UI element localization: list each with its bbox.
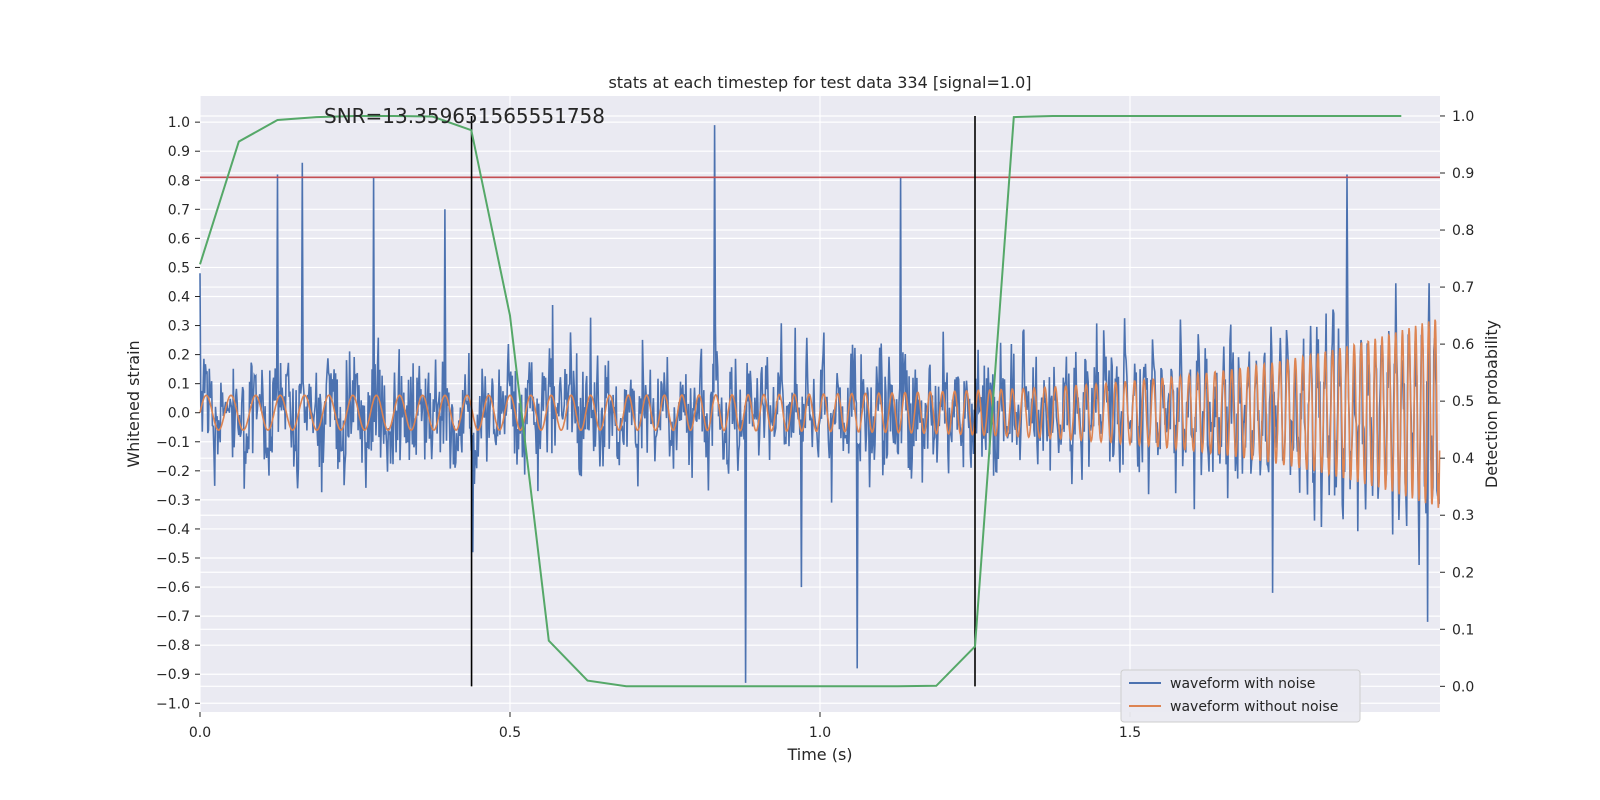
y-tick-label: −1.0 [156, 696, 190, 712]
y-tick-label: −0.2 [156, 464, 190, 480]
y2-tick-label: 0.4 [1452, 451, 1474, 467]
right-axis: 0.0 0.1 0.2 0.3 0.4 0.5 0.6 0.7 0.8 0.9 1.0 [1440, 109, 1474, 695]
bottom-axis: 0.0 0.5 1.0 1.5 [189, 712, 1141, 741]
series-detection-probability [199, 115, 1402, 688]
chart-title: stats at each timestep for test data 334… [608, 73, 1031, 92]
x-tick-label: 1.5 [1119, 725, 1141, 741]
y-tick-label: 0.0 [168, 406, 190, 422]
x-tick-label: 0.5 [499, 725, 521, 741]
legend: waveform with noise waveform without noi… [1120, 669, 1361, 723]
y2-axis-label: Detection probability [1482, 320, 1501, 488]
left-axis: −1.0 −0.9 −0.8 −0.7 −0.6 −0.5 −0.4 −0.3 −0.2 −0.1… [156, 115, 200, 712]
y2-tick-label: 0.5 [1452, 394, 1474, 410]
x-tick-label: 0.0 [189, 725, 211, 741]
legend-box [1120, 669, 1361, 723]
y-tick-label: −0.8 [156, 638, 190, 654]
y-tick-label: −0.5 [156, 551, 190, 567]
y-axis-label: Whitened strain [124, 340, 143, 467]
series-waveform-with-noise [199, 125, 1440, 683]
x-axis-label: Time (s) [786, 745, 852, 764]
y-tick-label: −0.6 [156, 580, 190, 596]
y2-tick-label: 0.7 [1452, 280, 1474, 296]
y2-tick-label: 0.9 [1452, 166, 1474, 182]
y2-tick-label: 0.6 [1452, 337, 1474, 353]
y-tick-label: 0.2 [168, 348, 190, 364]
y-tick-label: 0.4 [168, 289, 190, 305]
y-tick-label: 0.6 [168, 231, 190, 247]
y2-tick-label: 1.0 [1452, 109, 1474, 125]
snr-annotation: SNR=13.359651565551758 [324, 104, 605, 128]
y2-tick-label: 0.8 [1452, 223, 1474, 239]
legend-label-clean: waveform without noise [1170, 699, 1338, 715]
y-tick-label: 0.8 [168, 173, 190, 189]
y-tick-label: −0.9 [156, 667, 190, 683]
y2-tick-label: 0.0 [1452, 679, 1474, 695]
y2-tick-label: 0.1 [1452, 622, 1474, 638]
series-layer [199, 115, 1441, 688]
y-tick-label: 0.7 [168, 202, 190, 218]
y-tick-label: −0.7 [156, 609, 190, 625]
series-waveform-without-noise [199, 319, 1441, 508]
y-tick-label: −0.4 [156, 522, 190, 538]
y-tick-label: −0.1 [156, 435, 190, 451]
y-tick-label: −0.3 [156, 493, 190, 509]
x-tick-label: 1.0 [809, 725, 831, 741]
y-tick-label: 0.3 [168, 319, 190, 335]
y-tick-label: 0.5 [168, 260, 190, 276]
y-tick-label: 0.1 [168, 377, 190, 393]
y-tick-label: 1.0 [168, 115, 190, 131]
y2-tick-label: 0.2 [1452, 565, 1474, 581]
y2-tick-label: 0.3 [1452, 508, 1474, 524]
y-tick-label: 0.9 [168, 144, 190, 160]
legend-label-noise: waveform with noise [1170, 676, 1315, 692]
